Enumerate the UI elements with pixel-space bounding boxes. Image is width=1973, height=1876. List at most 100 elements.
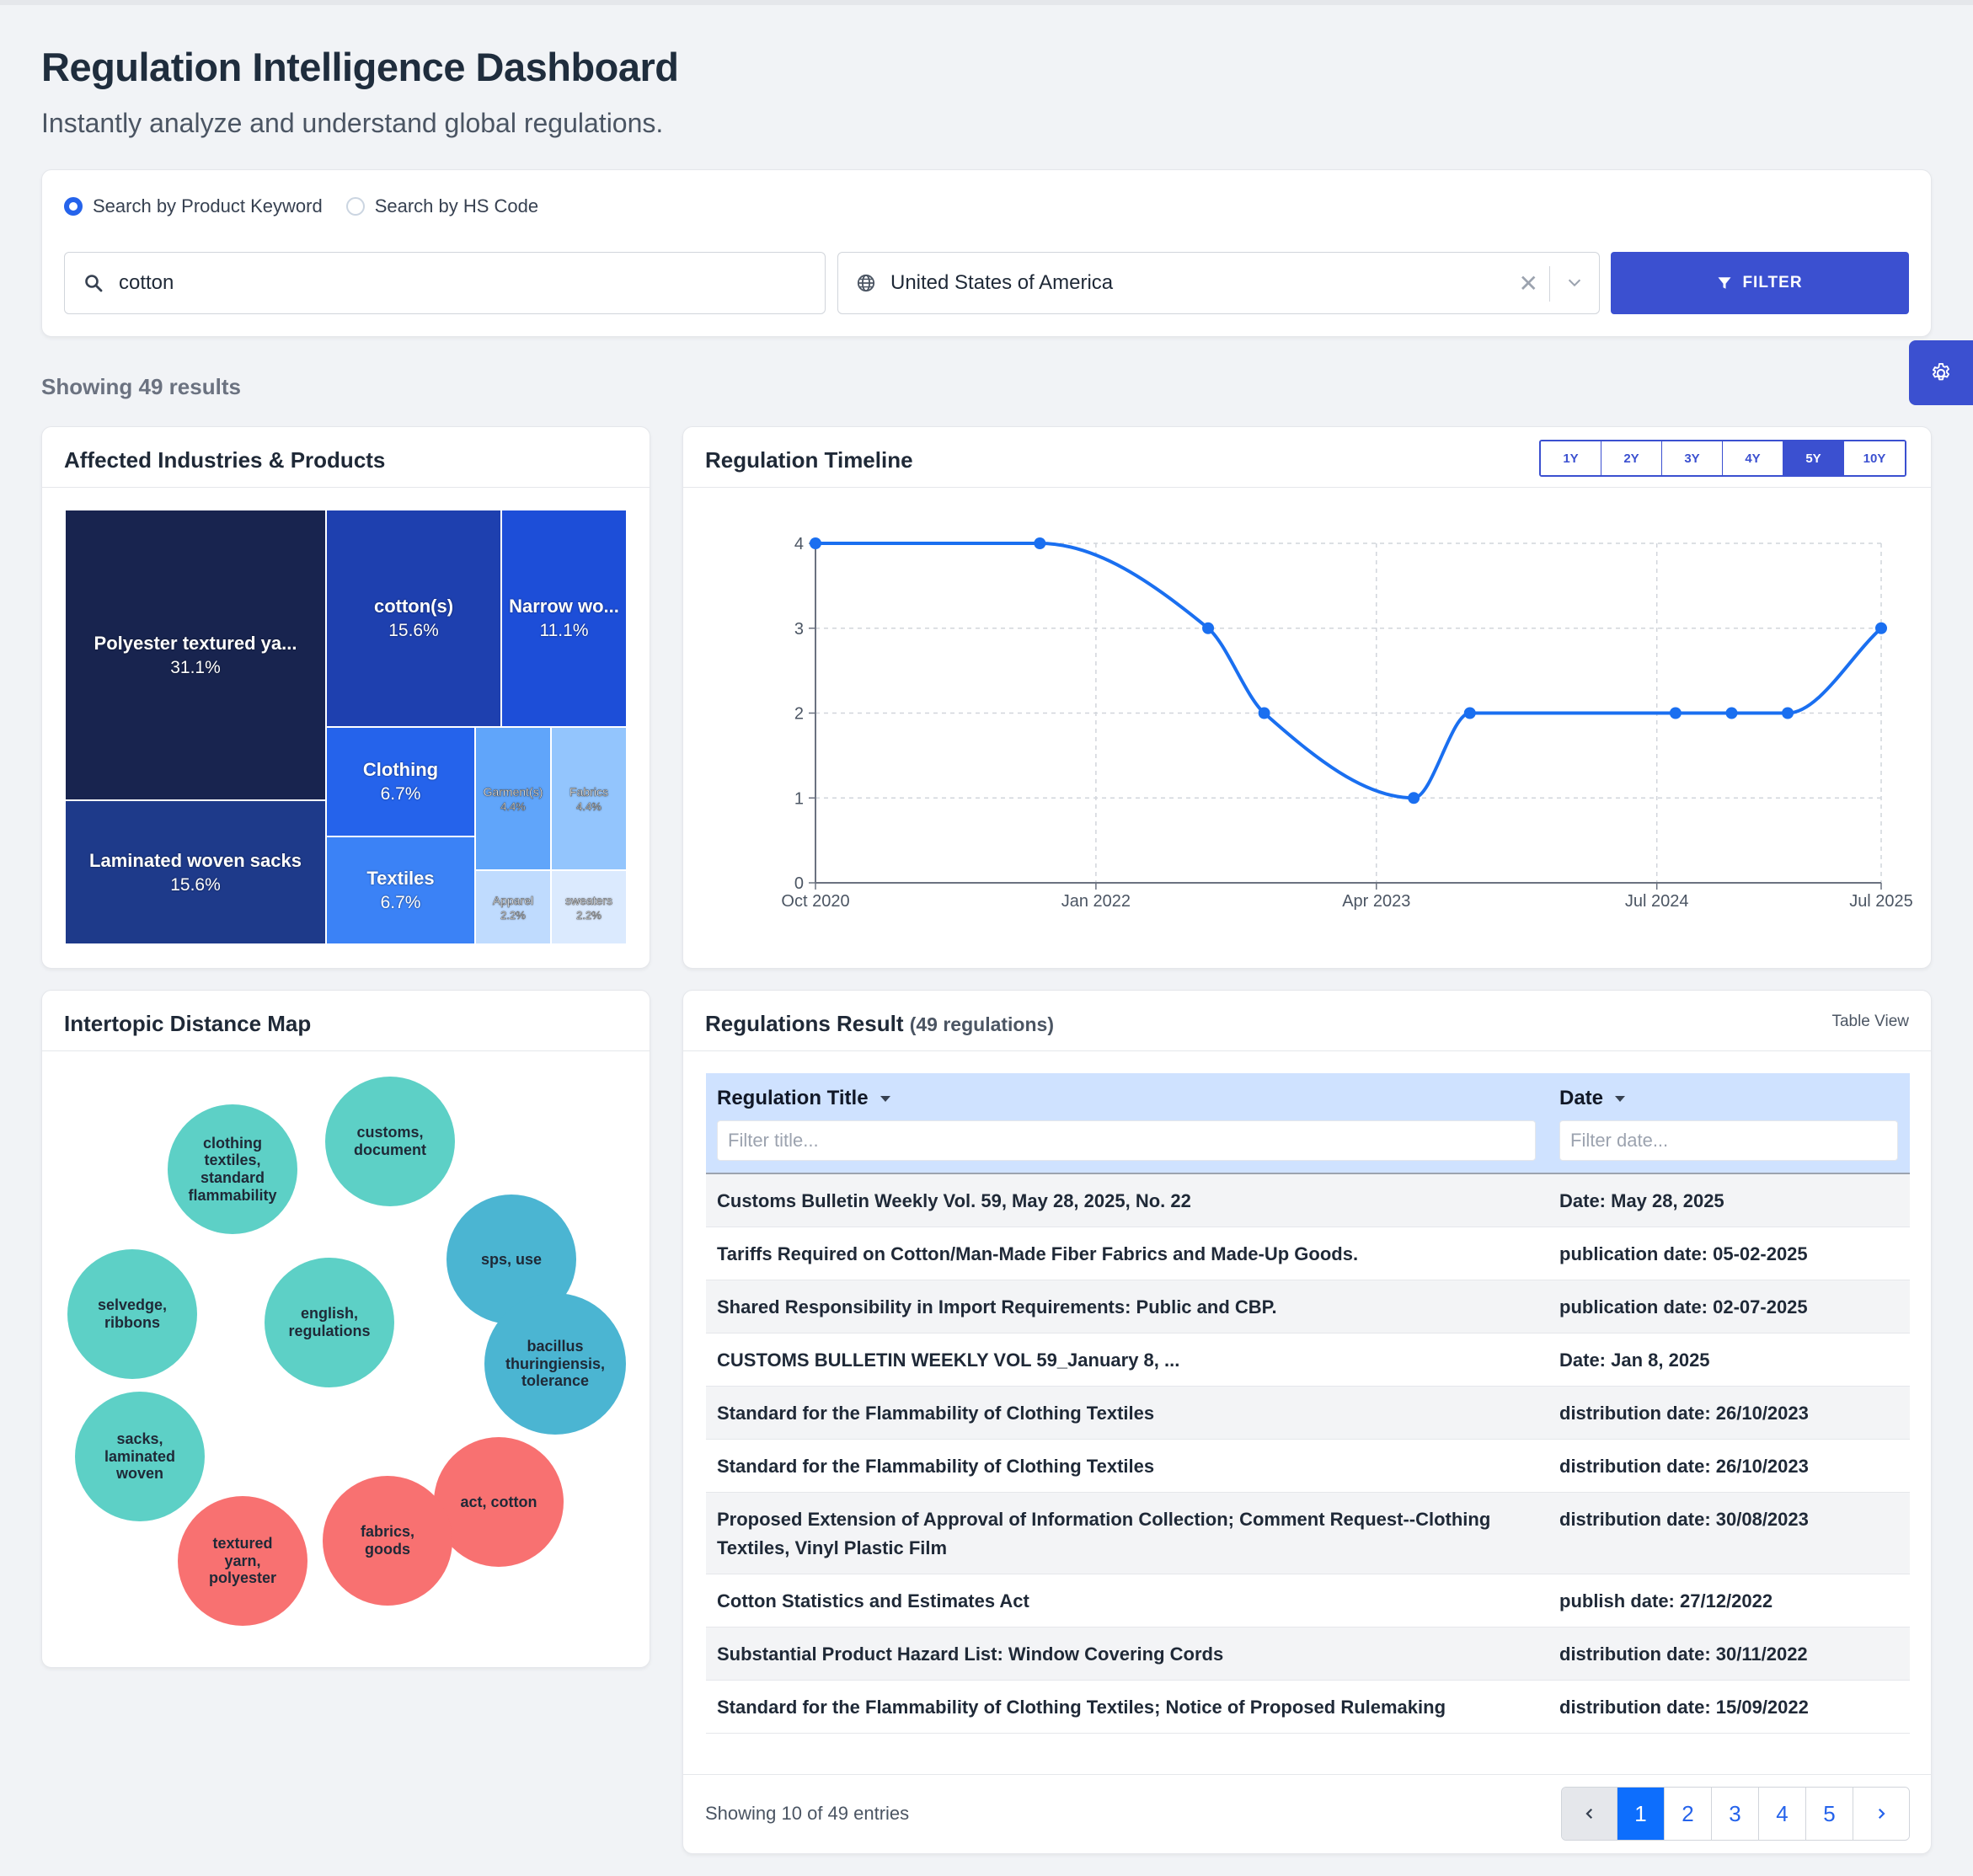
radio-keyword-label[interactable]: Search by Product Keyword: [93, 195, 323, 216]
pagination: 1 2 3 4 5: [1561, 1787, 1910, 1841]
topic-bubble[interactable]: textured yarn, polyester: [178, 1496, 307, 1626]
y-tick-label: 2: [794, 705, 804, 724]
topic-bubble[interactable]: selvedge, ribbons: [67, 1249, 197, 1379]
range-button[interactable]: 10Y: [1844, 441, 1905, 475]
cell-title[interactable]: Proposed Extension of Approval of Inform…: [717, 1509, 1491, 1558]
settings-button[interactable]: [1909, 340, 1973, 405]
table-row[interactable]: Standard for the Flammability of Clothin…: [706, 1440, 1910, 1493]
search-icon: [85, 275, 103, 292]
topic-bubble[interactable]: act, cotton: [434, 1437, 564, 1567]
chevron-down-icon[interactable]: [1565, 273, 1584, 291]
topic-label: customs, document: [353, 1124, 426, 1158]
regulations-card: Regulations Result (49 regulations) Tabl…: [682, 990, 1932, 1854]
table-row[interactable]: Substantial Product Hazard List: Window …: [706, 1627, 1910, 1681]
radio-hs-code[interactable]: [345, 197, 365, 216]
table-row[interactable]: Customs Bulletin Weekly Vol. 59, May 28,…: [706, 1174, 1910, 1227]
y-tick-label: 1: [794, 789, 804, 808]
treemap-cell[interactable]: Polyester textured ya... 31.1%: [65, 510, 326, 800]
treemap-cell[interactable]: Textiles 6.7%: [326, 836, 475, 944]
table-row[interactable]: Standard for the Flammability of Clothin…: [706, 1681, 1910, 1734]
column-date-label: Date: [1559, 1087, 1604, 1109]
x-tick-label: Jan 2022: [1061, 892, 1131, 911]
table-row[interactable]: Proposed Extension of Approval of Inform…: [706, 1493, 1910, 1574]
cell-date: distribution date: 26/10/2023: [1559, 1456, 1809, 1477]
timeline-card: Regulation Timeline 1Y 2Y 3Y 4Y 5Y 10Y 0…: [682, 426, 1932, 969]
filter-date-input[interactable]: Filter date...: [1559, 1120, 1898, 1161]
data-point: [810, 537, 821, 549]
timeline-title: Regulation Timeline: [705, 447, 913, 473]
keyword-value: cotton: [119, 271, 174, 294]
treemap-cell[interactable]: Apparel 2.2%: [475, 870, 551, 944]
treemap-cell[interactable]: sweaters 2.2%: [551, 870, 627, 944]
sort-caret-icon[interactable]: [880, 1096, 890, 1103]
cell-title[interactable]: Cotton Statistics and Estimates Act: [717, 1590, 1029, 1611]
column-header-date[interactable]: Date: [1559, 1087, 1626, 1110]
table-body: Customs Bulletin Weekly Vol. 59, May 28,…: [706, 1174, 1910, 1734]
table-view-toggle[interactable]: Table View: [1831, 1013, 1909, 1030]
cell-title[interactable]: Customs Bulletin Weekly Vol. 59, May 28,…: [717, 1190, 1191, 1211]
data-point: [1669, 707, 1682, 719]
cell-title[interactable]: Standard for the Flammability of Clothin…: [717, 1403, 1155, 1424]
range-button[interactable]: 5Y: [1783, 441, 1844, 475]
regulations-count: (49 regulations): [909, 1013, 1054, 1035]
treemap-cell[interactable]: Narrow wo... 11.1%: [501, 510, 627, 727]
industries-treemap: Polyester textured ya... 31.1% Laminated…: [65, 510, 627, 944]
country-value: United States of America: [890, 271, 1114, 294]
industries-title: Affected Industries & Products: [64, 447, 386, 473]
sort-caret-icon[interactable]: [1615, 1096, 1626, 1103]
page-button[interactable]: 3: [1712, 1788, 1759, 1840]
data-point: [1408, 792, 1420, 804]
table-row[interactable]: Standard for the Flammability of Clothin…: [706, 1387, 1910, 1440]
treemap-cell[interactable]: Fabrics 4.4%: [551, 727, 627, 870]
cell-title[interactable]: Standard for the Flammability of Clothin…: [717, 1697, 1446, 1718]
cell-date: publication date: 05-02-2025: [1559, 1243, 1808, 1264]
table-row[interactable]: Tariffs Required on Cotton/Man-Made Fibe…: [706, 1227, 1910, 1280]
radio-keyword[interactable]: [64, 197, 83, 216]
keyword-search-input[interactable]: cotton: [64, 252, 826, 314]
treemap-cell-name: cotton(s): [373, 596, 454, 617]
cell-title[interactable]: CUSTOMS BULLETIN WEEKLY VOL 59_January 8…: [717, 1350, 1180, 1371]
page-button[interactable]: 2: [1665, 1788, 1712, 1840]
range-button[interactable]: 4Y: [1723, 441, 1783, 475]
clear-icon[interactable]: ✕: [1518, 270, 1538, 297]
page-button[interactable]: 1: [1617, 1788, 1665, 1840]
column-title-label: Regulation Title: [717, 1087, 869, 1109]
range-button[interactable]: 2Y: [1601, 441, 1662, 475]
column-header-title[interactable]: Regulation Title: [717, 1087, 890, 1110]
y-tick-label: 4: [794, 535, 804, 553]
topic-bubble[interactable]: english, regulations: [265, 1258, 394, 1387]
cell-title[interactable]: Shared Responsibility in Import Requirem…: [717, 1296, 1277, 1317]
table-row[interactable]: CUSTOMS BULLETIN WEEKLY VOL 59_January 8…: [706, 1334, 1910, 1387]
x-tick-label: Jul 2024: [1625, 892, 1689, 911]
table-row[interactable]: Shared Responsibility in Import Requirem…: [706, 1280, 1910, 1334]
topic-bubble[interactable]: sacks, laminated woven: [75, 1392, 205, 1521]
filter-button[interactable]: FILTER: [1611, 252, 1909, 314]
filter-title-input[interactable]: Filter title...: [717, 1120, 1536, 1161]
treemap-cell[interactable]: Garment(s) 4.4%: [475, 727, 551, 870]
treemap-cell-name: Polyester textured ya...: [94, 632, 297, 654]
cell-title[interactable]: Tariffs Required on Cotton/Man-Made Fibe…: [717, 1243, 1359, 1264]
topic-bubble[interactable]: fabrics, goods: [323, 1476, 452, 1606]
topic-bubble[interactable]: customs, document: [325, 1077, 455, 1206]
radio-hs-code-label[interactable]: Search by HS Code: [374, 195, 539, 216]
country-select[interactable]: United States of America ✕: [837, 252, 1600, 314]
range-button[interactable]: 3Y: [1662, 441, 1723, 475]
cell-title[interactable]: Standard for the Flammability of Clothin…: [717, 1456, 1155, 1477]
page-button[interactable]: 4: [1759, 1788, 1806, 1840]
topic-bubble[interactable]: clothing textiles, standard flammability: [168, 1104, 297, 1234]
search-panel: Search by Product Keyword Search by HS C…: [41, 169, 1932, 337]
prev-page-button[interactable]: [1562, 1788, 1617, 1840]
treemap-cell[interactable]: Clothing 6.7%: [326, 727, 475, 836]
card-divider: [683, 487, 1931, 488]
range-button[interactable]: 1Y: [1541, 441, 1601, 475]
topic-map-card: Intertopic Distance Map clothing textile…: [41, 990, 650, 1668]
industries-card: Affected Industries & Products Polyester…: [41, 426, 650, 969]
treemap-cell[interactable]: Laminated woven sacks 15.6%: [65, 800, 326, 944]
treemap-cell[interactable]: cotton(s) 15.6%: [326, 510, 501, 727]
page-button[interactable]: 5: [1806, 1788, 1853, 1840]
table-row[interactable]: Cotton Statistics and Estimates Act publi…: [706, 1574, 1910, 1627]
next-page-button[interactable]: [1853, 1788, 1909, 1840]
cell-title[interactable]: Substantial Product Hazard List: Window …: [717, 1644, 1224, 1665]
top-border: [0, 0, 1973, 5]
topic-bubble[interactable]: bacillus thuringiensis, tolerance: [484, 1293, 626, 1435]
